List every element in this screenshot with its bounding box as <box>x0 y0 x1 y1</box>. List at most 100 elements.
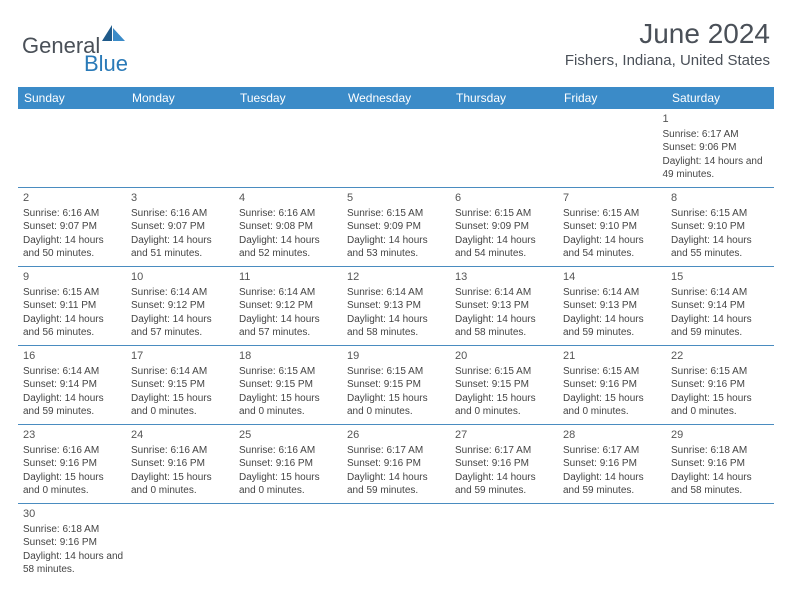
daylight-line: Daylight: 14 hours and 53 minutes. <box>347 234 445 261</box>
logo-word-2: Blue <box>84 51 128 76</box>
sunset-line: Sunset: 9:14 PM <box>23 378 121 392</box>
day-number: 9 <box>23 270 121 285</box>
day-header-monday: Monday <box>126 87 234 109</box>
sunset-line: Sunset: 9:15 PM <box>455 378 553 392</box>
day-number: 23 <box>23 428 121 443</box>
sunrise-line: Sunrise: 6:15 AM <box>671 365 769 379</box>
daylight-line: Daylight: 14 hours and 51 minutes. <box>131 234 229 261</box>
sunset-line: Sunset: 9:08 PM <box>239 220 337 234</box>
day-cell-18: 18Sunrise: 6:15 AMSunset: 9:15 PMDayligh… <box>234 346 342 424</box>
day-cell-10: 10Sunrise: 6:14 AMSunset: 9:12 PMDayligh… <box>126 267 234 345</box>
sunrise-line: Sunrise: 6:16 AM <box>23 207 121 221</box>
sunrise-line: Sunrise: 6:14 AM <box>455 286 553 300</box>
day-number: 11 <box>239 270 337 285</box>
daylight-line: Daylight: 14 hours and 59 minutes. <box>23 392 121 419</box>
day-number: 20 <box>455 349 553 364</box>
empty-cell <box>125 109 232 187</box>
daylight-line: Daylight: 14 hours and 52 minutes. <box>239 234 337 261</box>
day-number: 22 <box>671 349 769 364</box>
day-cell-28: 28Sunrise: 6:17 AMSunset: 9:16 PMDayligh… <box>558 425 666 503</box>
empty-cell <box>561 504 668 582</box>
day-number: 25 <box>239 428 337 443</box>
sunrise-line: Sunrise: 6:14 AM <box>671 286 769 300</box>
week-row: 1Sunrise: 6:17 AMSunset: 9:06 PMDaylight… <box>18 109 774 188</box>
daylight-line: Daylight: 14 hours and 58 minutes. <box>455 313 553 340</box>
sunset-line: Sunset: 9:16 PM <box>671 378 769 392</box>
daylight-line: Daylight: 15 hours and 0 minutes. <box>455 392 553 419</box>
day-header-sunday: Sunday <box>18 87 126 109</box>
day-number: 19 <box>347 349 445 364</box>
sunset-line: Sunset: 9:16 PM <box>347 457 445 471</box>
day-number: 5 <box>347 191 445 206</box>
day-cell-25: 25Sunrise: 6:16 AMSunset: 9:16 PMDayligh… <box>234 425 342 503</box>
day-number: 10 <box>131 270 229 285</box>
sunset-line: Sunset: 9:13 PM <box>563 299 661 313</box>
sunrise-line: Sunrise: 6:15 AM <box>455 365 553 379</box>
sunset-line: Sunset: 9:16 PM <box>239 457 337 471</box>
weeks-container: 1Sunrise: 6:17 AMSunset: 9:06 PMDaylight… <box>18 109 774 582</box>
title-block: June 2024 Fishers, Indiana, United State… <box>565 18 770 69</box>
sunrise-line: Sunrise: 6:15 AM <box>347 365 445 379</box>
day-number: 7 <box>563 191 661 206</box>
sunrise-line: Sunrise: 6:17 AM <box>662 128 769 142</box>
day-number: 4 <box>239 191 337 206</box>
day-cell-3: 3Sunrise: 6:16 AMSunset: 9:07 PMDaylight… <box>126 188 234 266</box>
empty-cell <box>241 504 348 582</box>
sunset-line: Sunset: 9:16 PM <box>131 457 229 471</box>
empty-cell <box>135 504 242 582</box>
day-cell-20: 20Sunrise: 6:15 AMSunset: 9:15 PMDayligh… <box>450 346 558 424</box>
sunset-line: Sunset: 9:07 PM <box>23 220 121 234</box>
sunset-line: Sunset: 9:16 PM <box>23 536 130 550</box>
daylight-line: Daylight: 14 hours and 57 minutes. <box>239 313 337 340</box>
daylight-line: Daylight: 14 hours and 59 minutes. <box>347 471 445 498</box>
sunrise-line: Sunrise: 6:16 AM <box>131 207 229 221</box>
day-cell-15: 15Sunrise: 6:14 AMSunset: 9:14 PMDayligh… <box>666 267 774 345</box>
day-number: 27 <box>455 428 553 443</box>
daylight-line: Daylight: 14 hours and 54 minutes. <box>455 234 553 261</box>
week-row: 16Sunrise: 6:14 AMSunset: 9:14 PMDayligh… <box>18 346 774 425</box>
daylight-line: Daylight: 15 hours and 0 minutes. <box>239 471 337 498</box>
logo: GeneralBlue <box>22 24 128 77</box>
sunrise-line: Sunrise: 6:18 AM <box>23 523 130 537</box>
day-number: 18 <box>239 349 337 364</box>
sunset-line: Sunset: 9:13 PM <box>347 299 445 313</box>
sunrise-line: Sunrise: 6:16 AM <box>131 444 229 458</box>
day-number: 21 <box>563 349 661 364</box>
day-cell-26: 26Sunrise: 6:17 AMSunset: 9:16 PMDayligh… <box>342 425 450 503</box>
empty-cell <box>551 109 658 187</box>
day-cell-2: 2Sunrise: 6:16 AMSunset: 9:07 PMDaylight… <box>18 188 126 266</box>
day-cell-24: 24Sunrise: 6:16 AMSunset: 9:16 PMDayligh… <box>126 425 234 503</box>
sunset-line: Sunset: 9:14 PM <box>671 299 769 313</box>
daylight-line: Daylight: 14 hours and 54 minutes. <box>563 234 661 261</box>
day-number: 24 <box>131 428 229 443</box>
day-cell-14: 14Sunrise: 6:14 AMSunset: 9:13 PMDayligh… <box>558 267 666 345</box>
daylight-line: Daylight: 14 hours and 59 minutes. <box>563 471 661 498</box>
sunset-line: Sunset: 9:16 PM <box>671 457 769 471</box>
sunrise-line: Sunrise: 6:15 AM <box>671 207 769 221</box>
daylight-line: Daylight: 14 hours and 49 minutes. <box>662 155 769 182</box>
week-row: 30Sunrise: 6:18 AMSunset: 9:16 PMDayligh… <box>18 504 774 582</box>
sunrise-line: Sunrise: 6:17 AM <box>347 444 445 458</box>
sunrise-line: Sunrise: 6:16 AM <box>239 444 337 458</box>
daylight-line: Daylight: 15 hours and 0 minutes. <box>347 392 445 419</box>
day-number: 13 <box>455 270 553 285</box>
day-number: 3 <box>131 191 229 206</box>
sunset-line: Sunset: 9:06 PM <box>662 141 769 155</box>
day-header-row: SundayMondayTuesdayWednesdayThursdayFrid… <box>18 87 774 109</box>
daylight-line: Daylight: 14 hours and 58 minutes. <box>347 313 445 340</box>
day-cell-7: 7Sunrise: 6:15 AMSunset: 9:10 PMDaylight… <box>558 188 666 266</box>
calendar: SundayMondayTuesdayWednesdayThursdayFrid… <box>18 87 774 582</box>
empty-cell <box>667 504 774 582</box>
day-header-thursday: Thursday <box>450 87 558 109</box>
daylight-line: Daylight: 14 hours and 57 minutes. <box>131 313 229 340</box>
header: GeneralBlue June 2024 Fishers, Indiana, … <box>0 0 792 81</box>
day-number: 16 <box>23 349 121 364</box>
day-number: 26 <box>347 428 445 443</box>
empty-cell <box>444 109 551 187</box>
sunrise-line: Sunrise: 6:15 AM <box>23 286 121 300</box>
day-cell-1: 1Sunrise: 6:17 AMSunset: 9:06 PMDaylight… <box>657 109 774 187</box>
day-number: 17 <box>131 349 229 364</box>
sunrise-line: Sunrise: 6:14 AM <box>23 365 121 379</box>
empty-cell <box>18 109 125 187</box>
sunset-line: Sunset: 9:10 PM <box>563 220 661 234</box>
